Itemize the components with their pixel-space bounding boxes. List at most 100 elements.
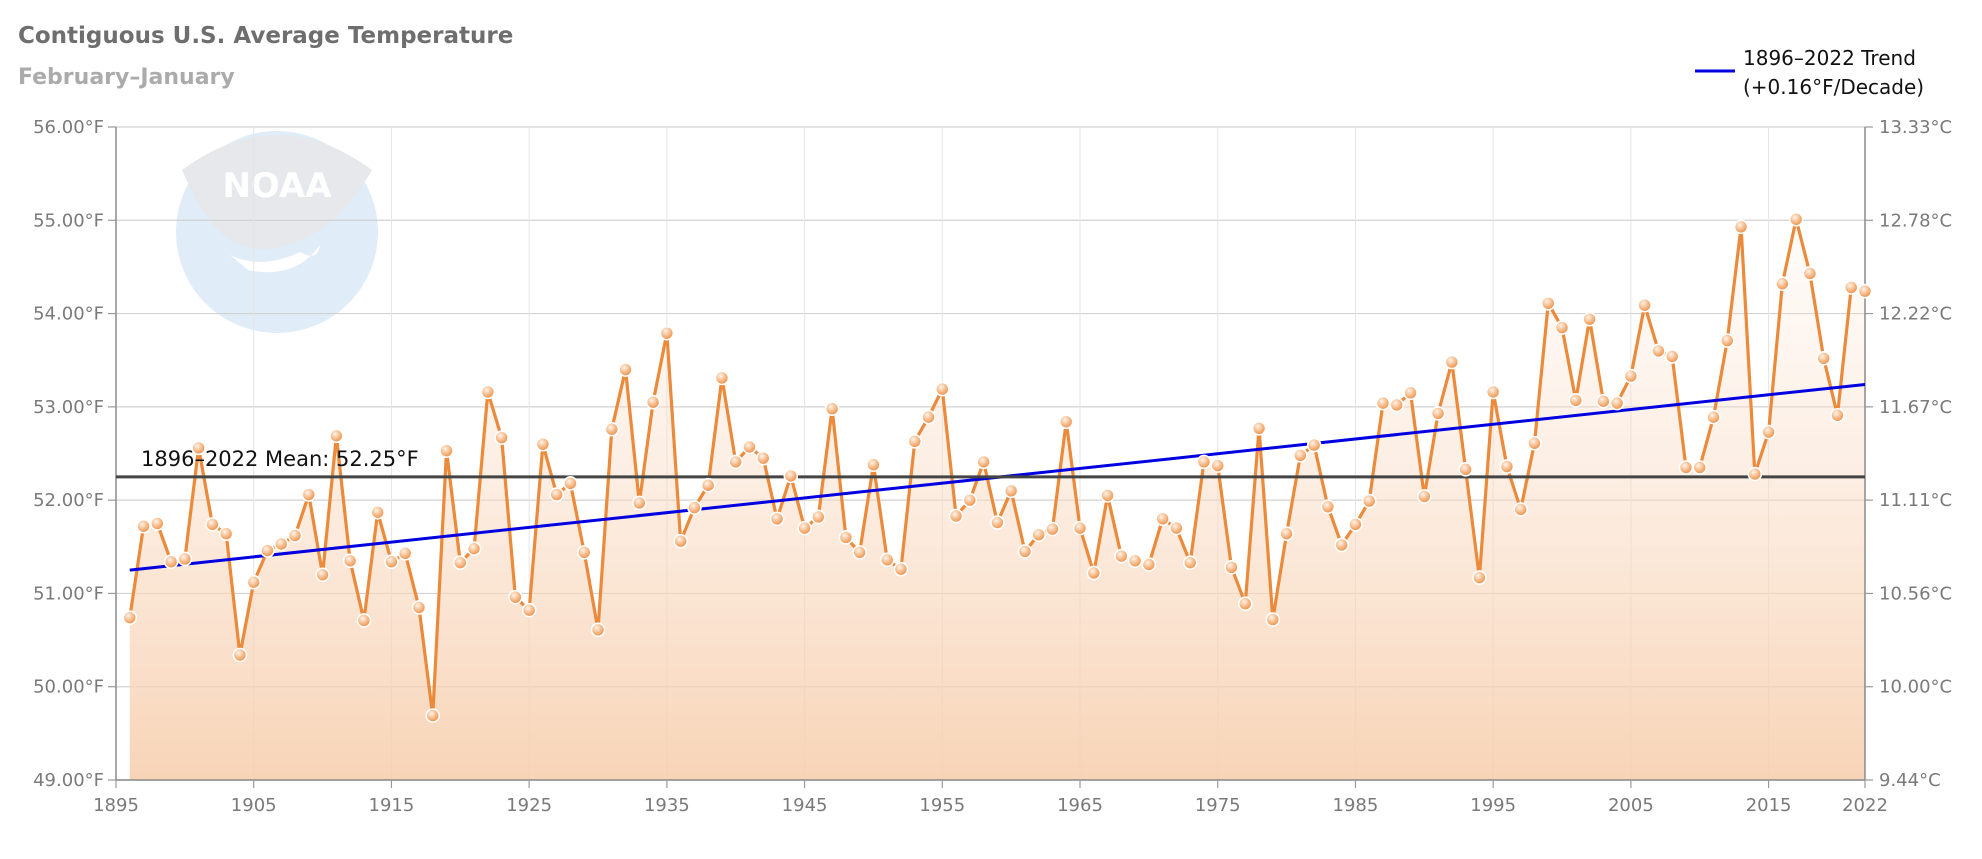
data-point[interactable] xyxy=(1596,393,1611,409)
data-point[interactable] xyxy=(1279,526,1294,542)
data-point[interactable] xyxy=(632,495,647,511)
data-point[interactable] xyxy=(342,553,358,569)
data-point[interactable] xyxy=(1733,219,1749,235)
data-point[interactable] xyxy=(1403,385,1418,401)
data-point[interactable] xyxy=(1582,311,1597,327)
data-point[interactable] xyxy=(1127,553,1143,569)
data-point[interactable] xyxy=(508,589,523,605)
data-point[interactable] xyxy=(1651,343,1666,359)
data-point[interactable] xyxy=(1251,421,1267,436)
data-point[interactable] xyxy=(1540,296,1556,311)
data-point[interactable] xyxy=(1499,459,1515,474)
data-point[interactable] xyxy=(480,384,496,400)
data-point[interactable] xyxy=(1196,454,1212,470)
data-point[interactable] xyxy=(907,434,923,449)
data-point[interactable] xyxy=(1334,537,1349,553)
data-point[interactable] xyxy=(122,610,138,625)
data-point[interactable] xyxy=(1513,502,1529,517)
data-point[interactable] xyxy=(1389,397,1405,413)
data-point[interactable] xyxy=(1155,511,1170,527)
data-point[interactable] xyxy=(1664,349,1680,364)
data-point[interactable] xyxy=(384,554,399,570)
data-point[interactable] xyxy=(494,430,509,445)
data-point[interactable] xyxy=(1320,499,1336,514)
data-point[interactable] xyxy=(205,517,220,532)
data-point[interactable] xyxy=(1623,368,1639,384)
data-point[interactable] xyxy=(329,428,344,444)
data-point[interactable] xyxy=(1031,527,1046,542)
data-point[interactable] xyxy=(604,421,620,437)
data-point[interactable] xyxy=(287,528,303,543)
data-point[interactable] xyxy=(948,508,964,524)
data-point[interactable] xyxy=(1086,565,1102,581)
data-point[interactable] xyxy=(1003,483,1019,499)
data-point[interactable] xyxy=(1017,544,1033,559)
data-point[interactable] xyxy=(177,551,193,567)
data-point[interactable] xyxy=(1417,489,1432,504)
data-point[interactable] xyxy=(370,504,385,520)
data-point[interactable] xyxy=(273,536,289,552)
data-point[interactable] xyxy=(1306,437,1322,453)
data-point[interactable] xyxy=(755,450,771,466)
data-point[interactable] xyxy=(1747,466,1763,482)
data-point[interactable] xyxy=(866,457,881,472)
data-point[interactable] xyxy=(1857,283,1873,299)
data-point[interactable] xyxy=(1100,488,1115,503)
data-point[interactable] xyxy=(452,555,468,570)
data-point[interactable] xyxy=(232,647,248,663)
data-point[interactable] xyxy=(1237,596,1253,611)
data-point[interactable] xyxy=(1141,557,1157,572)
data-point[interactable] xyxy=(1719,333,1735,348)
data-point[interactable] xyxy=(315,567,330,583)
data-point[interactable] xyxy=(742,439,757,455)
data-point[interactable] xyxy=(425,708,441,723)
data-point[interactable] xyxy=(976,454,991,470)
data-point[interactable] xyxy=(521,602,537,618)
data-point[interactable] xyxy=(590,622,606,638)
data-point[interactable] xyxy=(1361,493,1377,509)
data-point[interactable] xyxy=(535,436,551,452)
data-point[interactable] xyxy=(934,381,950,397)
data-point[interactable] xyxy=(1678,460,1694,475)
data-point[interactable] xyxy=(356,613,372,628)
data-point[interactable] xyxy=(1568,393,1584,408)
data-point[interactable] xyxy=(687,500,702,515)
data-point[interactable] xyxy=(990,515,1005,530)
data-point[interactable] xyxy=(466,541,482,556)
data-point[interactable] xyxy=(1265,612,1281,627)
data-point[interactable] xyxy=(301,487,317,502)
data-point[interactable] xyxy=(1802,266,1818,281)
data-point[interactable] xyxy=(1430,406,1446,421)
data-point[interactable] xyxy=(1114,548,1129,564)
data-point[interactable] xyxy=(439,443,454,459)
data-point[interactable] xyxy=(1072,520,1088,536)
data-point[interactable] xyxy=(811,509,826,525)
data-point[interactable] xyxy=(136,518,151,534)
legend[interactable]: 1896–2022 Trend (+0.16°F/Decade) xyxy=(1695,46,1924,99)
data-point[interactable] xyxy=(1527,435,1542,451)
data-point[interactable] xyxy=(1058,414,1074,430)
data-point[interactable] xyxy=(1554,320,1570,335)
data-point[interactable] xyxy=(1843,280,1859,295)
data-point[interactable] xyxy=(714,370,730,386)
data-point[interactable] xyxy=(1830,407,1845,423)
data-point[interactable] xyxy=(1775,276,1790,292)
data-point[interactable] xyxy=(218,526,234,542)
data-point[interactable] xyxy=(769,511,785,527)
data-point[interactable] xyxy=(1637,297,1652,313)
data-point[interactable] xyxy=(150,516,165,531)
data-point[interactable] xyxy=(673,533,688,549)
data-point[interactable] xyxy=(1472,570,1487,585)
data-point[interactable] xyxy=(163,554,179,570)
data-point[interactable] xyxy=(563,476,578,491)
data-point[interactable] xyxy=(1609,395,1625,411)
data-point[interactable] xyxy=(549,487,564,502)
data-point[interactable] xyxy=(1444,354,1460,370)
data-point[interactable] xyxy=(1375,395,1391,411)
data-point[interactable] xyxy=(1788,212,1804,227)
data-point[interactable] xyxy=(659,325,675,341)
data-point[interactable] xyxy=(1692,460,1708,475)
data-point[interactable] xyxy=(700,477,716,493)
data-point[interactable] xyxy=(246,574,262,590)
data-point[interactable] xyxy=(1816,351,1831,366)
